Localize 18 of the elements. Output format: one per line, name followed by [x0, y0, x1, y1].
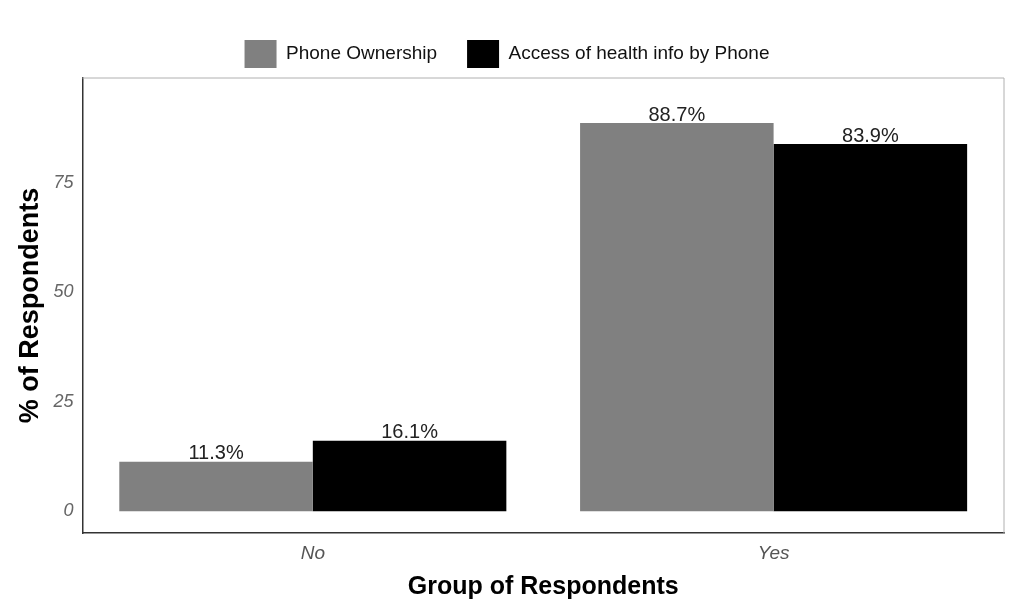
data-label: 88.7% [648, 102, 706, 125]
bar [312, 440, 507, 512]
x-axis-title: Group of Respondents [407, 570, 679, 599]
data-label: 11.3% [188, 441, 244, 464]
legend-label: Phone Ownership [286, 42, 438, 64]
y-tick-label: 50 [53, 281, 74, 302]
bar [119, 461, 313, 512]
bar [580, 123, 774, 512]
x-tick-label: Yes [757, 541, 790, 563]
data-label: 83.9% [842, 123, 899, 146]
bar [773, 144, 968, 512]
x-tick-label: No [300, 541, 325, 563]
y-axis-title: % of Respondents [13, 187, 44, 424]
data-label: 16.1% [381, 420, 439, 443]
legend-label: Access of health info by Phone [508, 42, 770, 64]
y-tick-label: 0 [63, 500, 74, 521]
y-tick-label: 75 [53, 172, 75, 193]
y-tick-label: 25 [52, 390, 75, 411]
